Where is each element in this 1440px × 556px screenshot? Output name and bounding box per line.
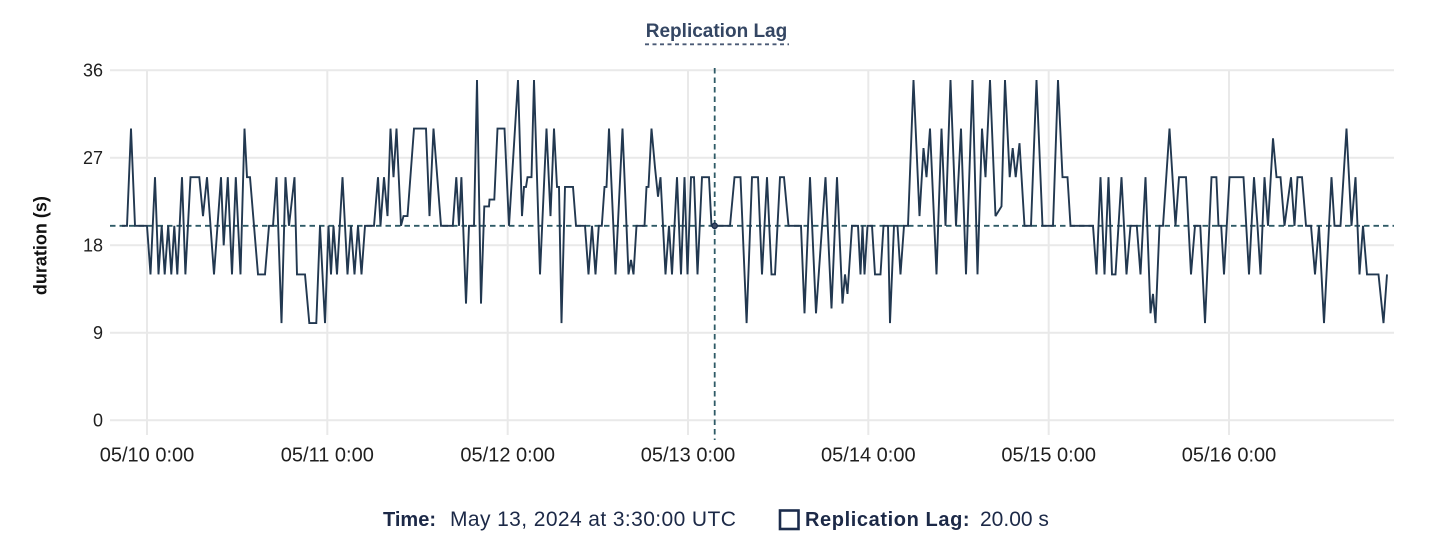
svg-text:20.00 s: 20.00 s bbox=[980, 508, 1049, 531]
svg-text:05/16 0:00: 05/16 0:00 bbox=[1182, 445, 1277, 467]
svg-text:18: 18 bbox=[83, 235, 103, 255]
svg-text:May 13, 2024 at 3:30:00 UTC: May 13, 2024 at 3:30:00 UTC bbox=[450, 508, 736, 531]
svg-text:0: 0 bbox=[93, 410, 103, 430]
svg-text:05/15 0:00: 05/15 0:00 bbox=[1001, 445, 1096, 467]
svg-text:Time:: Time: bbox=[383, 509, 436, 531]
svg-text:05/13 0:00: 05/13 0:00 bbox=[641, 445, 736, 467]
svg-text:05/11 0:00: 05/11 0:00 bbox=[281, 445, 374, 467]
svg-text:duration (s): duration (s) bbox=[31, 196, 51, 295]
svg-text:05/14 0:00: 05/14 0:00 bbox=[821, 445, 916, 467]
svg-text:Replication Lag: Replication Lag bbox=[646, 21, 787, 42]
svg-text:27: 27 bbox=[83, 148, 103, 168]
svg-text:Replication Lag:: Replication Lag: bbox=[805, 509, 970, 531]
svg-text:05/12 0:00: 05/12 0:00 bbox=[460, 445, 555, 467]
svg-text:9: 9 bbox=[93, 323, 103, 343]
svg-text:36: 36 bbox=[83, 60, 103, 80]
svg-text:05/10 0:00: 05/10 0:00 bbox=[100, 445, 195, 467]
